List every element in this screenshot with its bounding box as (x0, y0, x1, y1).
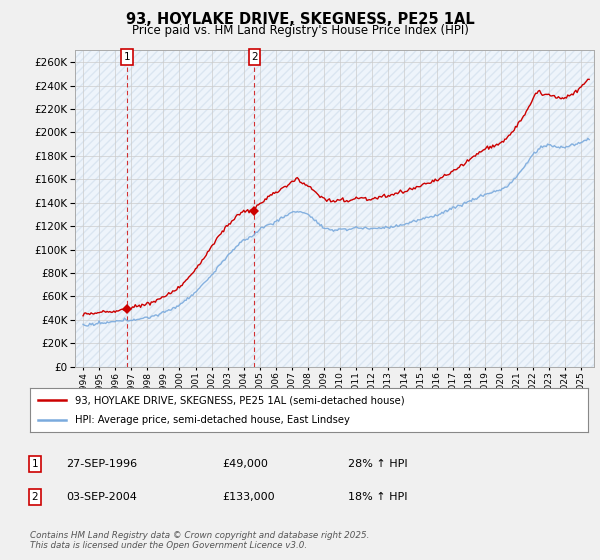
Text: 93, HOYLAKE DRIVE, SKEGNESS, PE25 1AL (semi-detached house): 93, HOYLAKE DRIVE, SKEGNESS, PE25 1AL (s… (74, 395, 404, 405)
Text: HPI: Average price, semi-detached house, East Lindsey: HPI: Average price, semi-detached house,… (74, 415, 350, 425)
Text: 03-SEP-2004: 03-SEP-2004 (66, 492, 137, 502)
Text: 28% ↑ HPI: 28% ↑ HPI (348, 459, 407, 469)
Text: £49,000: £49,000 (222, 459, 268, 469)
Text: £133,000: £133,000 (222, 492, 275, 502)
Text: 27-SEP-1996: 27-SEP-1996 (66, 459, 137, 469)
Text: 1: 1 (31, 459, 38, 469)
Text: 1: 1 (124, 52, 130, 62)
Text: 18% ↑ HPI: 18% ↑ HPI (348, 492, 407, 502)
Text: Price paid vs. HM Land Registry's House Price Index (HPI): Price paid vs. HM Land Registry's House … (131, 24, 469, 37)
Text: 2: 2 (251, 52, 258, 62)
Text: 2: 2 (31, 492, 38, 502)
Text: 93, HOYLAKE DRIVE, SKEGNESS, PE25 1AL: 93, HOYLAKE DRIVE, SKEGNESS, PE25 1AL (125, 12, 475, 27)
Text: Contains HM Land Registry data © Crown copyright and database right 2025.
This d: Contains HM Land Registry data © Crown c… (30, 531, 370, 550)
